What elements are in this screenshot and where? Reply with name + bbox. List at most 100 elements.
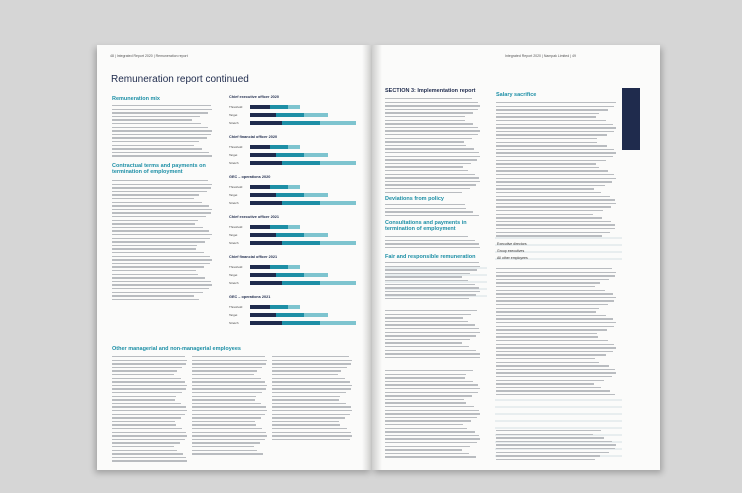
text-line (192, 356, 265, 358)
text-line (496, 440, 612, 443)
bar-segment (320, 321, 356, 325)
text-line (496, 358, 596, 360)
running-head: Integrated Report 2020 | Nampak Limited … (505, 54, 576, 58)
bar-segment (276, 113, 304, 117)
text-line (385, 262, 480, 264)
text-line (192, 395, 256, 397)
text-line (385, 265, 480, 267)
text-line (385, 346, 469, 348)
text-line (112, 151, 209, 154)
text-line (112, 262, 210, 265)
text-line (496, 437, 604, 439)
text-line (112, 424, 177, 426)
text-line (272, 431, 351, 433)
text-line (112, 384, 187, 387)
row-label: Threshold (229, 105, 243, 109)
row-label: Stretch (229, 201, 239, 205)
bar-segment (250, 121, 282, 125)
text-line (496, 184, 605, 187)
text-line (192, 366, 263, 369)
text-line (385, 353, 480, 355)
bar-segment (250, 241, 282, 245)
heading: Salary sacrifice (496, 92, 537, 98)
text-line (496, 145, 608, 147)
text-line (192, 438, 265, 441)
text-line (112, 377, 181, 379)
text-line (112, 112, 208, 114)
text-line (192, 410, 267, 412)
text-line (112, 241, 205, 243)
text-line (112, 359, 187, 361)
text-line (385, 204, 465, 206)
heading: Fair and responsible remuneration (385, 254, 476, 260)
text-line (112, 381, 186, 383)
text-line (385, 331, 480, 333)
text-line (385, 384, 479, 386)
text-line (496, 350, 613, 353)
text-line (496, 448, 615, 450)
text-line (272, 435, 352, 437)
text-line (272, 381, 350, 383)
text-line (385, 449, 462, 451)
text-line (112, 133, 212, 136)
text-line (385, 445, 471, 447)
text-line (112, 395, 176, 397)
text-line (496, 296, 616, 299)
text-line (385, 356, 480, 359)
text-line (192, 453, 263, 455)
text-line (496, 224, 616, 226)
text-line (496, 138, 598, 140)
bar-segment (250, 273, 276, 277)
text-line (385, 105, 480, 107)
bar-segment (304, 273, 328, 277)
text-line (496, 354, 606, 356)
text-line (272, 424, 341, 426)
text-line (496, 343, 615, 345)
text-line (112, 295, 195, 297)
text-line (112, 216, 206, 218)
text-line (112, 273, 198, 275)
bar-segment (320, 121, 356, 125)
text-line (385, 269, 477, 271)
text-line (192, 370, 257, 372)
text-line (385, 214, 479, 217)
text-line (385, 438, 480, 440)
text-line (112, 123, 202, 125)
text-line (385, 159, 478, 161)
text-line (385, 144, 467, 147)
text-line (112, 420, 175, 423)
text-line (272, 399, 340, 401)
bar-segment (304, 313, 328, 317)
text-line (272, 410, 352, 412)
text-line (385, 272, 471, 275)
text-line (496, 289, 606, 291)
text-line (385, 126, 479, 129)
text-line (496, 336, 598, 338)
text-line (192, 392, 262, 394)
text-line (496, 123, 614, 125)
text-line (385, 413, 480, 415)
text-line (112, 208, 212, 211)
text-line (496, 120, 606, 122)
row-label: Target (229, 273, 238, 277)
text-line (112, 288, 210, 290)
bar-segment (250, 225, 270, 229)
text-line (496, 458, 596, 461)
text-line (496, 379, 605, 381)
text-line (496, 383, 594, 385)
text-line (496, 148, 614, 151)
text-line (496, 228, 616, 230)
table-row: All other employees (497, 256, 528, 260)
text-line (496, 202, 616, 205)
text-line (385, 424, 464, 426)
text-line (496, 116, 596, 118)
text-line (112, 298, 199, 301)
text-line (496, 199, 615, 201)
heading: Remuneration mix (112, 96, 160, 102)
bar-segment (270, 265, 288, 269)
bar-segment (276, 233, 304, 237)
row-label: Target (229, 153, 238, 157)
text-line (496, 318, 614, 320)
text-line (112, 237, 211, 239)
text-line (112, 198, 194, 200)
